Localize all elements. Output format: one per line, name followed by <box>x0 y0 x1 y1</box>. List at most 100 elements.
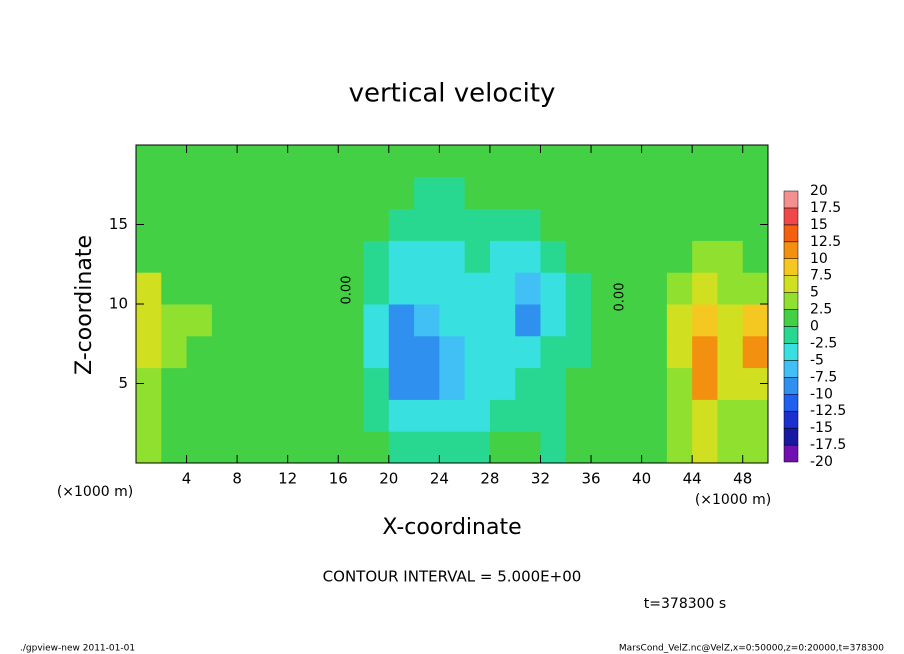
field-cell <box>489 240 516 273</box>
field-cell <box>338 367 365 400</box>
x-unit-label: (×1000 m) <box>695 492 771 508</box>
field-cell <box>616 367 643 400</box>
field-cell <box>692 431 718 464</box>
field-cell <box>414 399 440 432</box>
field-cell <box>464 176 491 210</box>
field-cell <box>565 304 592 337</box>
colorbar-label: -10 <box>810 386 833 402</box>
time-label: t=378300 s <box>644 596 726 612</box>
field-cell <box>515 176 541 210</box>
field-cell <box>591 240 617 273</box>
field-cell <box>692 335 718 369</box>
contour-interval: CONTOUR INTERVAL = 5.000E+00 <box>323 568 582 586</box>
footer-left: ./gpview-new 2011-01-01 <box>20 644 135 654</box>
field-cell <box>287 240 314 273</box>
field-cell <box>414 145 440 178</box>
field-cell <box>338 335 365 369</box>
field-cell <box>186 335 213 369</box>
colorbar-label: -12.5 <box>810 403 846 419</box>
colorbar-label: 7.5 <box>810 268 832 284</box>
field-cell <box>515 304 541 337</box>
field-cell <box>641 240 668 273</box>
field-cell <box>388 304 415 337</box>
field-cell <box>464 367 491 400</box>
field-cell <box>641 431 668 464</box>
colorbar-label: 20 <box>810 183 828 199</box>
field-cell <box>439 367 466 400</box>
field-cell <box>186 240 213 273</box>
field-cell <box>616 208 643 241</box>
field-cell <box>464 431 491 464</box>
field-cell <box>666 367 693 400</box>
field-cell <box>237 431 263 464</box>
colorbar-segment <box>783 326 799 344</box>
field-cell <box>136 335 162 369</box>
field-cell <box>312 145 339 178</box>
field-cell <box>338 304 365 337</box>
field-cell <box>540 272 567 305</box>
field-cell <box>186 367 213 400</box>
colorbar-segment <box>783 444 799 463</box>
field-cell <box>262 399 289 432</box>
field-cell <box>136 240 162 273</box>
field-cell <box>338 208 365 241</box>
field-cell <box>717 176 744 210</box>
field-cell <box>136 431 162 464</box>
field-cell <box>641 145 668 178</box>
field-cell <box>211 145 238 178</box>
field-cell <box>161 367 188 400</box>
field-cell <box>363 240 390 273</box>
field-cell <box>666 431 693 464</box>
colorbar-label: 10 <box>810 251 828 267</box>
field-cell <box>591 272 617 305</box>
field-cell <box>464 208 491 241</box>
field-cell <box>287 399 314 432</box>
field-cell <box>312 176 339 210</box>
field-cell <box>161 304 188 337</box>
field-cell <box>312 367 339 400</box>
colorbar-segment <box>783 410 799 429</box>
field-cell <box>591 335 617 369</box>
field-cell <box>287 176 314 210</box>
field-cell <box>515 272 541 305</box>
x-tick-label: 28 <box>480 470 499 488</box>
field-cell <box>161 145 188 178</box>
field-cell <box>262 431 289 464</box>
field-cell <box>136 145 162 178</box>
field-cell <box>388 272 415 305</box>
field-cell <box>363 399 390 432</box>
field-cell <box>641 399 668 432</box>
field-cell <box>211 240 238 273</box>
field-cell <box>262 145 289 178</box>
field-cell <box>464 272 491 305</box>
colorbar-segment <box>783 241 799 259</box>
colorbar-segment <box>783 394 799 412</box>
colorbar-segment <box>783 258 799 276</box>
field-cell <box>641 208 668 241</box>
field-cell <box>186 399 213 432</box>
field-cell <box>692 145 718 178</box>
field-cell <box>692 272 718 305</box>
field <box>136 145 769 464</box>
field-cell <box>186 431 213 464</box>
field-cell <box>692 240 718 273</box>
field-cell <box>515 431 541 464</box>
field-cell <box>439 431 466 464</box>
colorbar-label: 2.5 <box>810 302 832 318</box>
field-cell <box>211 208 238 241</box>
field-cell <box>388 176 415 210</box>
field-cell <box>287 208 314 241</box>
field-cell <box>136 399 162 432</box>
field-cell <box>616 304 643 337</box>
field-cell <box>666 272 693 305</box>
field-cell <box>565 145 592 178</box>
field-cell <box>565 176 592 210</box>
field-cell <box>540 304 567 337</box>
field-cell <box>338 431 365 464</box>
field-cell <box>464 335 491 369</box>
field-cell <box>186 272 213 305</box>
field-cell <box>312 240 339 273</box>
field-cell <box>363 304 390 337</box>
contour-label: 0.00 <box>340 276 355 305</box>
field-cell <box>338 399 365 432</box>
